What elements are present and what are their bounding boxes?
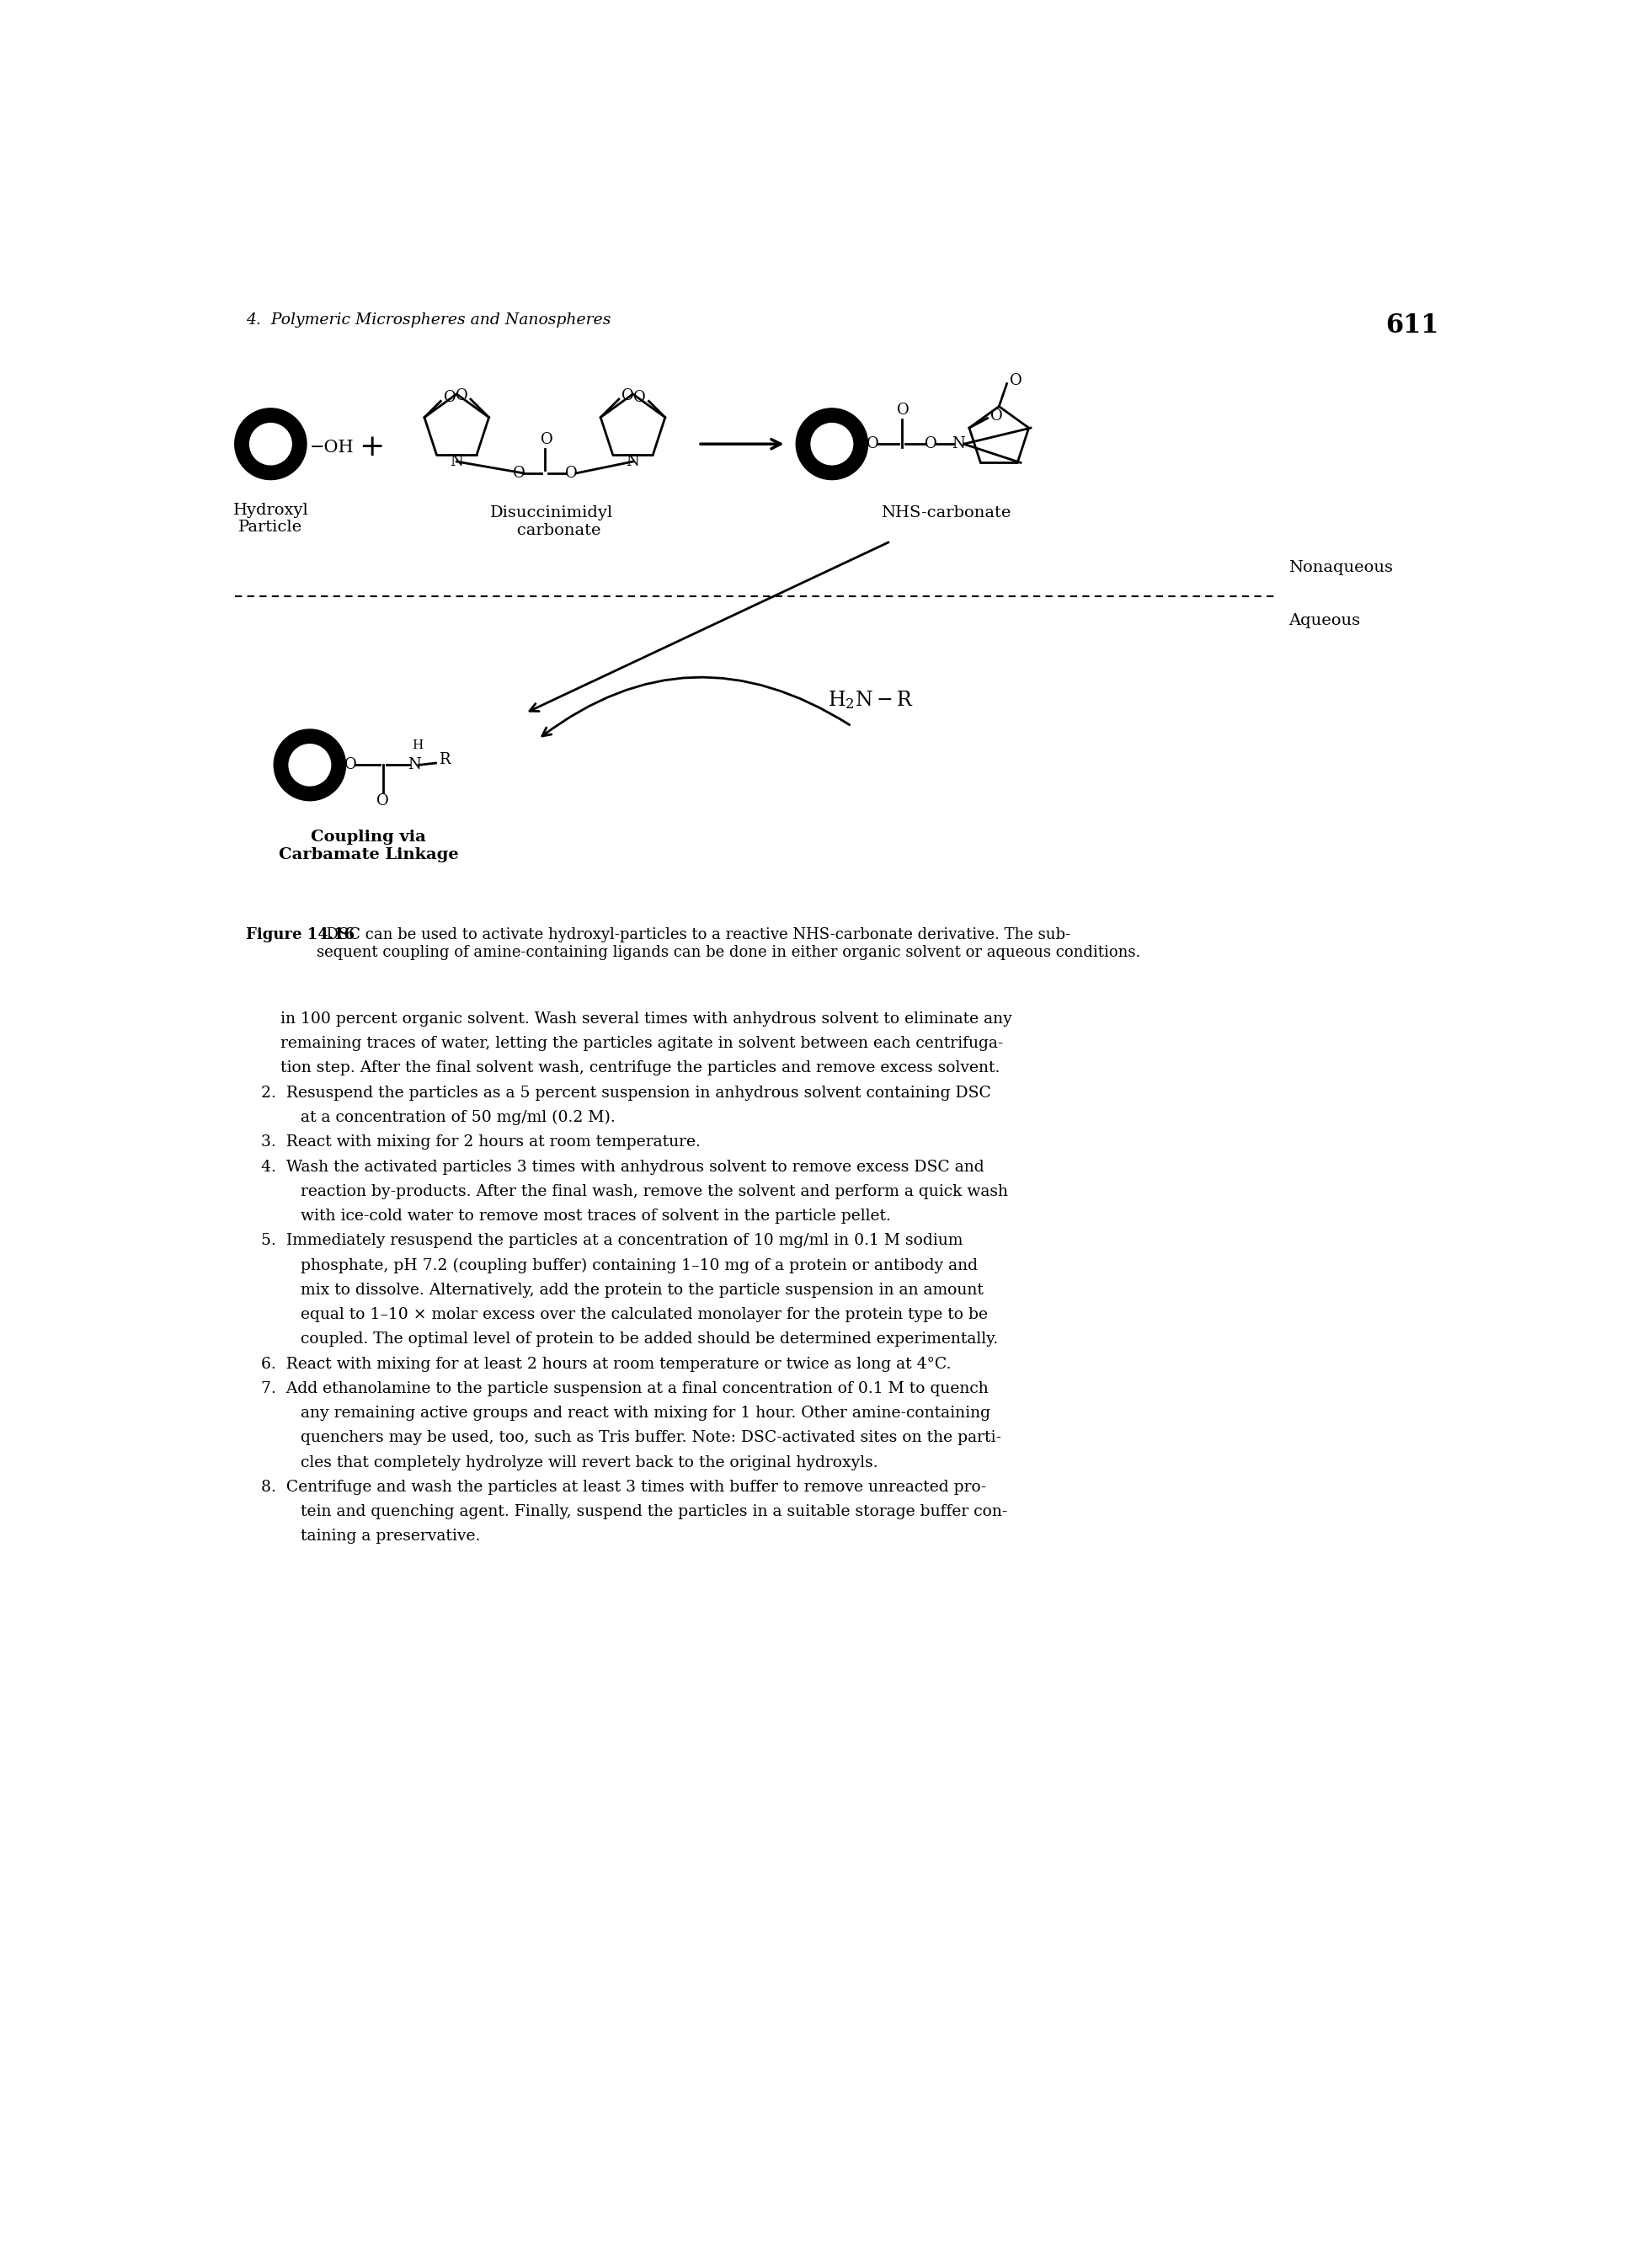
- Text: O: O: [455, 388, 468, 404]
- Text: 5.  Immediately resuspend the particles at a concentration of 10 mg/ml in 0.1 M : 5. Immediately resuspend the particles a…: [261, 1234, 963, 1247]
- Text: N: N: [450, 454, 463, 469]
- Circle shape: [250, 424, 291, 465]
- Text: Disuccinimidyl
   carbonate: Disuccinimidyl carbonate: [490, 506, 613, 538]
- Text: 2.  Resuspend the particles as a 5 percent suspension in anhydrous solvent conta: 2. Resuspend the particles as a 5 percen…: [261, 1086, 991, 1100]
- Text: phosphate, pH 7.2 (coupling buffer) containing 1–10 mg of a protein or antibody : phosphate, pH 7.2 (coupling buffer) cont…: [281, 1259, 978, 1272]
- Text: O: O: [513, 465, 524, 481]
- Text: Aqueous: Aqueous: [1288, 612, 1360, 628]
- Circle shape: [289, 744, 330, 785]
- Text: O: O: [991, 408, 1002, 424]
- Text: O: O: [541, 431, 554, 447]
- Text: N: N: [407, 758, 421, 773]
- Text: Figure 14.16: Figure 14.16: [246, 928, 355, 941]
- Text: O: O: [621, 388, 634, 404]
- Text: remaining traces of water, letting the particles agitate in solvent between each: remaining traces of water, letting the p…: [281, 1036, 1004, 1052]
- Text: cles that completely hydrolyze will revert back to the original hydroxyls.: cles that completely hydrolyze will reve…: [281, 1456, 877, 1470]
- Text: mix to dissolve. Alternatively, add the protein to the particle suspension in an: mix to dissolve. Alternatively, add the …: [281, 1281, 984, 1297]
- Text: tein and quenching agent. Finally, suspend the particles in a suitable storage b: tein and quenching agent. Finally, suspe…: [281, 1504, 1007, 1520]
- FancyArrowPatch shape: [542, 678, 849, 737]
- Text: reaction by-products. After the final wash, remove the solvent and perform a qui: reaction by-products. After the final wa…: [281, 1184, 1009, 1200]
- Text: O: O: [1010, 372, 1022, 388]
- Text: −OH: −OH: [311, 440, 355, 456]
- Circle shape: [274, 730, 345, 801]
- Text: 6.  React with mixing for at least 2 hours at room temperature or twice as long : 6. React with mixing for at least 2 hour…: [261, 1356, 951, 1372]
- Text: Coupling via
Carbamate Linkage: Coupling via Carbamate Linkage: [279, 830, 458, 862]
- Text: N: N: [626, 454, 639, 469]
- Text: 611: 611: [1385, 313, 1439, 338]
- Circle shape: [812, 424, 853, 465]
- Text: Nonaqueous: Nonaqueous: [1288, 560, 1393, 574]
- Text: 3.  React with mixing for 2 hours at room temperature.: 3. React with mixing for 2 hours at room…: [261, 1134, 700, 1150]
- Text: O: O: [634, 390, 646, 406]
- Text: with ice-cold water to remove most traces of solvent in the particle pellet.: with ice-cold water to remove most trace…: [281, 1209, 891, 1225]
- Circle shape: [235, 408, 307, 479]
- Text: O: O: [444, 390, 457, 406]
- Text: quenchers may be used, too, such as Tris buffer. Note: DSC-activated sites on th: quenchers may be used, too, such as Tris…: [281, 1431, 1001, 1445]
- Text: 4.  Wash the activated particles 3 times with anhydrous solvent to remove excess: 4. Wash the activated particles 3 times …: [261, 1159, 984, 1175]
- Text: equal to 1–10 × molar excess over the calculated monolayer for the protein type : equal to 1–10 × molar excess over the ca…: [281, 1306, 987, 1322]
- Text: coupled. The optimal level of protein to be added should be determined experimen: coupled. The optimal level of protein to…: [281, 1331, 997, 1347]
- Text: any remaining active groups and react with mixing for 1 hour. Other amine-contai: any remaining active groups and react wi…: [281, 1406, 991, 1420]
- Text: O: O: [376, 794, 389, 810]
- Text: O: O: [925, 435, 938, 451]
- Text: DSC can be used to activate hydroxyl-particles to a reactive NHS-carbonate deriv: DSC can be used to activate hydroxyl-par…: [317, 928, 1140, 959]
- Text: taining a preservative.: taining a preservative.: [281, 1529, 480, 1545]
- Text: tion step. After the final solvent wash, centrifuge the particles and remove exc: tion step. After the final solvent wash,…: [281, 1061, 1001, 1075]
- Text: 8.  Centrifuge and wash the particles at least 3 times with buffer to remove unr: 8. Centrifuge and wash the particles at …: [261, 1479, 986, 1495]
- Text: +: +: [360, 433, 384, 463]
- Text: NHS-carbonate: NHS-carbonate: [881, 506, 1010, 522]
- Text: 4.  Polymeric Microspheres and Nanospheres: 4. Polymeric Microspheres and Nanosphere…: [246, 313, 611, 327]
- Text: O: O: [343, 758, 357, 773]
- Text: at a concentration of 50 mg/ml (0.2 M).: at a concentration of 50 mg/ml (0.2 M).: [281, 1109, 616, 1125]
- Text: 7.  Add ethanolamine to the particle suspension at a final concentration of 0.1 : 7. Add ethanolamine to the particle susp…: [261, 1381, 987, 1397]
- Text: O: O: [897, 404, 909, 417]
- Text: R: R: [439, 753, 450, 767]
- Circle shape: [795, 408, 868, 479]
- Text: O: O: [866, 435, 879, 451]
- Text: in 100 percent organic solvent. Wash several times with anhydrous solvent to eli: in 100 percent organic solvent. Wash sev…: [281, 1012, 1012, 1027]
- Text: H: H: [412, 739, 422, 751]
- Text: O: O: [565, 465, 577, 481]
- Text: $\mathregular{H_2N-R}$: $\mathregular{H_2N-R}$: [828, 689, 914, 712]
- Text: Hydroxyl
Particle: Hydroxyl Particle: [233, 503, 309, 535]
- Text: N: N: [951, 435, 964, 451]
